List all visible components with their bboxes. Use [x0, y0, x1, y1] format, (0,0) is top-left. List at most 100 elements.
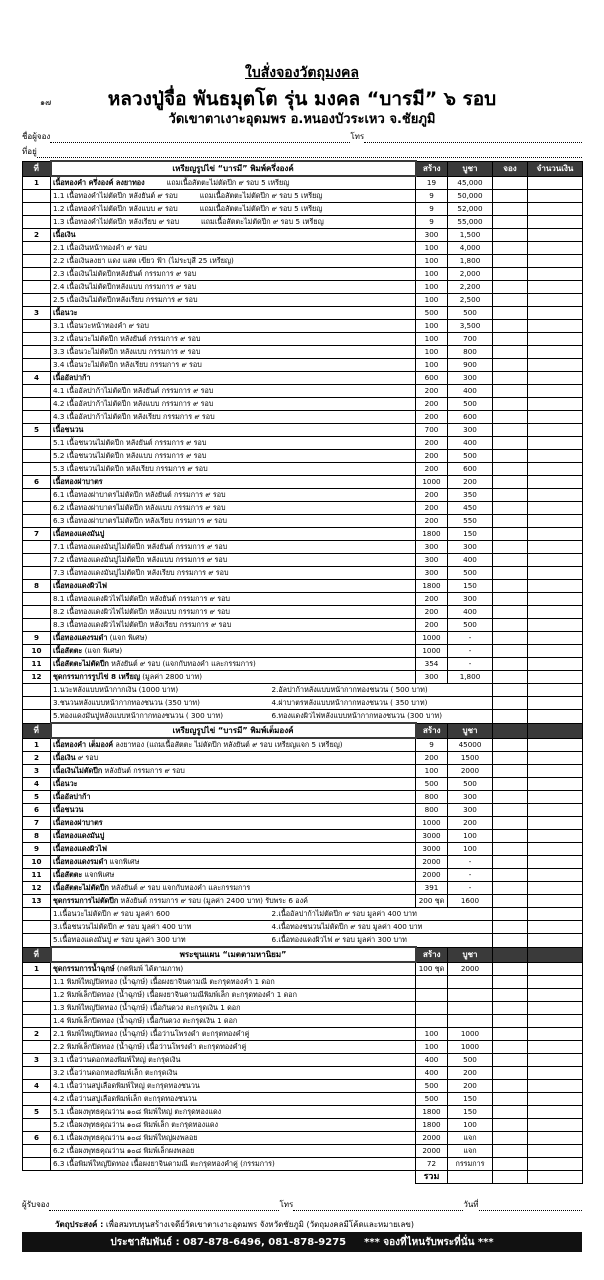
item-row: 3 3.1 เนื้อว่านดอกทองพิมพ์ใหญ่ ตะกรุดเงิน…	[22, 1053, 583, 1067]
item-no	[22, 683, 51, 697]
item-price: 350	[447, 488, 493, 502]
item-price: 100	[447, 842, 493, 856]
item-row: 7.2 เนื้อทองแดงมันปูไม่ตัดปีก หลังแบบ กร…	[22, 553, 583, 567]
amount-cell	[527, 1027, 583, 1041]
item-price: 700	[447, 332, 493, 346]
item-build: 500	[415, 777, 448, 791]
item-title: เนื้อเงิน	[53, 753, 76, 762]
item-description: เนื้อชนวน	[50, 423, 416, 437]
reserve-cell	[492, 1066, 528, 1080]
item-note: แถมเนื้อสัตตะไม่ตัดปีก ๙ รอบ 5 เหรียญ	[201, 217, 324, 226]
name-input[interactable]	[50, 133, 351, 143]
reserve-cell	[492, 764, 528, 778]
column-header: บูชา	[447, 160, 493, 177]
item-row: 12 ชุดกรรมการรูปไข่ 8 เหรียญ (มูลค่า 2800…	[22, 670, 583, 684]
item-no: 3	[22, 306, 51, 320]
amount-cell	[527, 920, 583, 934]
item-price: 150	[447, 1105, 493, 1119]
item-text: 3.1 เนื้อนวะหน้าทองคำ ๙ รอบ	[53, 321, 149, 330]
item-no: 9	[22, 631, 51, 645]
address-field: ที่อยู่	[22, 145, 582, 158]
amount-cell	[527, 358, 583, 372]
column-header: จอง	[492, 160, 528, 177]
item-description: 1.3 พิมพ์ใหญ่ปิดทอง (น้ำฉุกษ์) เนื้อกันด…	[50, 1001, 416, 1015]
item-build: 3000	[415, 842, 448, 856]
item-row: 2 เนื้อเงิน 300 1,500	[22, 228, 583, 242]
item-row: 1.เนื้อนวะไม่ตัดปีก ๙ รอบ มูลค่า 600 2.เน…	[22, 907, 583, 921]
amount-cell	[527, 1105, 583, 1119]
amount-cell	[527, 961, 583, 976]
amount-cell	[527, 764, 583, 778]
receiver-label: ผู้รับจอง	[22, 1200, 50, 1209]
phone-input[interactable]	[364, 133, 582, 143]
item-description: 6.2 เนื้อทองผ่าบาตรไม่ตัดปีก หลังแบบ กรร…	[50, 501, 416, 515]
item-build: 1800	[415, 1105, 448, 1119]
item-no	[22, 1144, 51, 1158]
date-input[interactable]	[478, 1201, 582, 1211]
amount-cell	[527, 855, 583, 869]
item-row: 2 เนื้อเงิน ๙ รอบ 200 1500	[22, 751, 583, 765]
column-header: จำนวนเงิน	[527, 160, 583, 177]
item-description: เนื้อสัตตะไม่ตัดปีก หลังยันต์ ๙ รอบ (แจก…	[50, 657, 416, 671]
item-no: 9	[22, 842, 51, 856]
item-price	[447, 1014, 493, 1028]
item-text: 1.4 พิมพ์เล็กปิดทอง (น้ำฉุกษ์) เนื้อกันด…	[53, 1016, 238, 1025]
item-text: ลงยาทอง (แถมเนื้อสัตตะ ไม่ตัดปีก หลังยัน…	[115, 740, 343, 749]
item-text: 8.1 เนื้อทองแดงผิวไฟไม่ตัดปีก หลังยันต์ …	[53, 594, 230, 603]
reserve-cell	[492, 410, 528, 424]
item-build: 100	[415, 358, 448, 372]
item-no	[22, 267, 51, 281]
item-build: 200	[415, 514, 448, 528]
item-description: 6.1 เนื้อผงพุทธคุณว่าน ๑๐๘ พิมพ์ใหญ่ผงพล…	[50, 1131, 416, 1145]
item-description: เนื้ออัลปาก้า	[50, 371, 416, 385]
item-row: 8 เนื้อทองแดงผิวไฟ 1800 150	[22, 579, 583, 593]
section-header: ที่ เหรียญรูปไข่ “บารมี” พิมพ์เต็มองค์ สร้…	[22, 722, 583, 739]
reserve-cell	[492, 816, 528, 830]
reserve-cell	[492, 709, 528, 724]
item-no: 5	[22, 790, 51, 804]
item-description: 3.1 เนื้อนวะหน้าทองคำ ๙ รอบ	[50, 319, 416, 333]
item-price: 45000	[447, 737, 493, 752]
item-no	[22, 920, 51, 934]
item-text: แจกพิเศษ	[109, 857, 140, 866]
reserve-cell	[492, 1144, 528, 1158]
item-price: 3,500	[447, 319, 493, 333]
reserve-cell	[492, 501, 528, 515]
item-description: 7.3 เนื้อทองแดงมันปูไม่ตัดปีก หลังเรียบ …	[50, 566, 416, 580]
item-no	[22, 1092, 51, 1106]
amount-cell	[527, 293, 583, 307]
item-price: 500	[447, 566, 493, 580]
purpose-text: เพื่อสมทบทุนสร้างเจดีย์วัดเขาตาเงาะอุดมพ…	[105, 1220, 414, 1229]
reserve-cell	[492, 267, 528, 281]
item-build: 200 ชุด	[415, 894, 448, 908]
reserve-cell	[492, 881, 528, 895]
item-build: 200	[415, 462, 448, 476]
receiver-input[interactable]	[49, 1201, 280, 1211]
receiver-phone-input[interactable]	[293, 1201, 464, 1211]
item-description: เนื้อทองผ่าบาตร	[50, 475, 416, 489]
item-price: 500	[447, 397, 493, 411]
column-header: เหรียญรูปไข่ “บารมี” พิมพ์ครึ่งองค์	[49, 160, 417, 177]
item-title: เนื้อสัตตะ	[53, 870, 83, 879]
item-title: เนื้อทองผ่าบาตร	[53, 818, 103, 827]
reserve-cell	[492, 1014, 528, 1028]
item-row: 6.2 เนื้อทองผ่าบาตรไม่ตัดปีก หลังแบบ กรร…	[22, 501, 583, 515]
item-build: 300	[415, 228, 448, 242]
item-text: 1.2 พิมพ์เล็กปิดทอง (น้ำฉุกษ์) เนื้อผงยา…	[53, 990, 297, 999]
item-description: 8.2 เนื้อทองแดงผิวไฟไม่ตัดปีก หลังแบบ กร…	[50, 605, 416, 619]
amount-cell	[527, 1118, 583, 1132]
address-input[interactable]	[36, 148, 582, 158]
blank	[51, 1171, 416, 1184]
item-text: 4.2 เนื้ออัลปาก้าไม่ตัดปีก หลังแบบ กรรมก…	[53, 399, 214, 408]
amount-cell	[527, 842, 583, 856]
detail-right: 6.ทองแดงผิวไฟหลังแบบหน้ากากทองชนวน (300 …	[271, 711, 443, 720]
item-text: 6.1 เนื้อทองผ่าบาตรไม่ตัดปีก หลังยันต์ ก…	[53, 490, 226, 499]
reserve-cell	[492, 540, 528, 554]
item-no	[22, 501, 51, 515]
column-header: สร้าง	[415, 160, 448, 177]
item-price: 200	[447, 816, 493, 830]
item-row: 7.1 เนื้อทองแดงมันปูไม่ตัดปีก หลังยันต์ …	[22, 540, 583, 554]
item-description: 2.1 เนื้อเงินหน้าทองคำ ๙ รอบ	[50, 241, 416, 255]
item-no: 11	[22, 868, 51, 882]
